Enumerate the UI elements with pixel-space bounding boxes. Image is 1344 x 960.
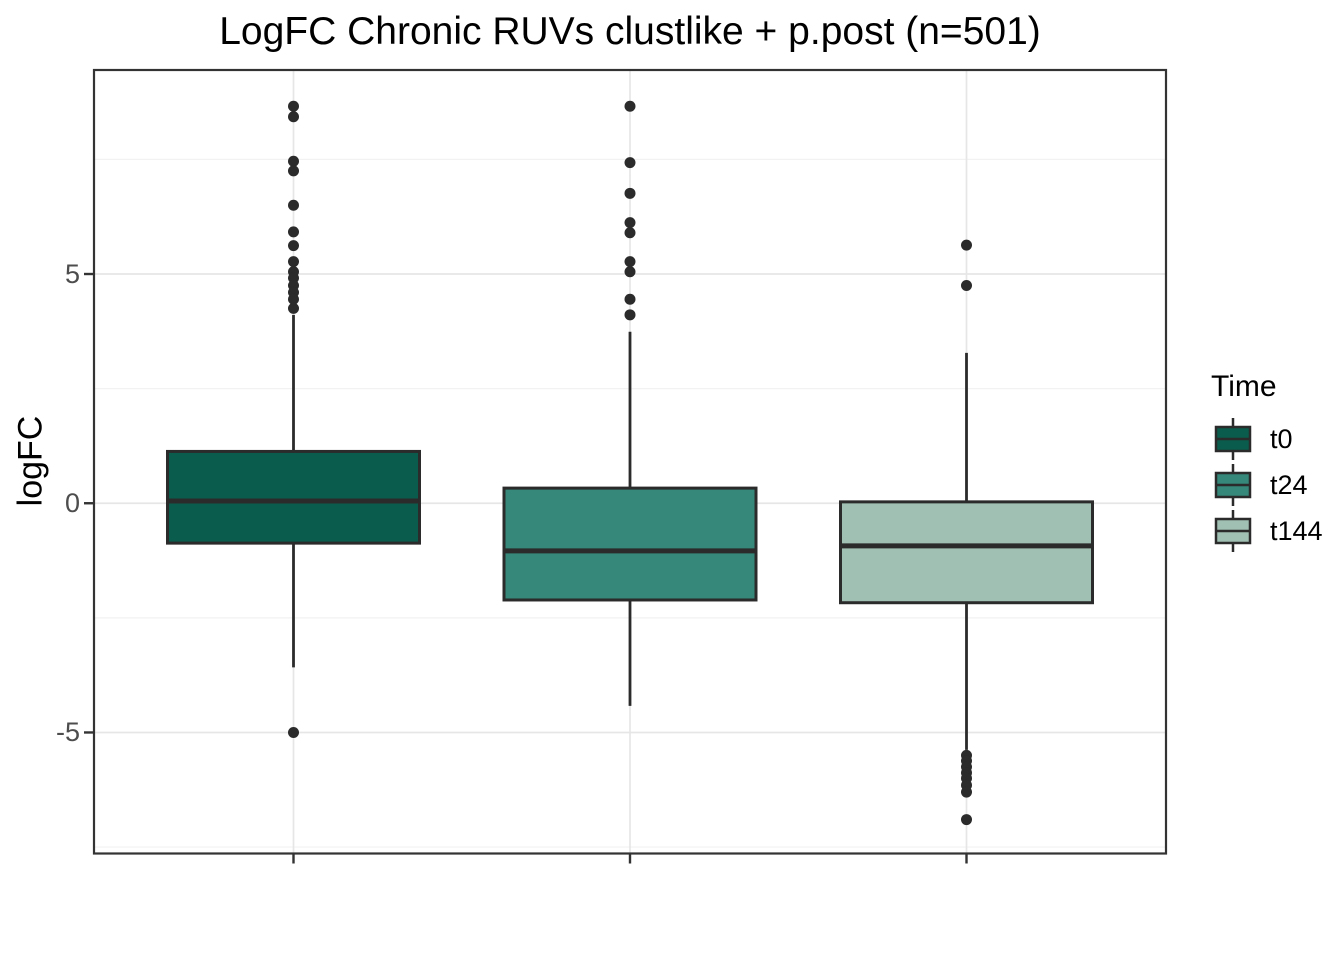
legend-title: Time	[1211, 370, 1277, 403]
outlier-point-t144	[961, 239, 972, 251]
outlier-point-t24	[624, 266, 636, 278]
outlier-point-t0	[288, 100, 299, 112]
outlier-point-t0	[288, 199, 299, 211]
outlier-point-t144	[961, 814, 972, 826]
outlier-point-t24	[624, 100, 636, 112]
chart-title: LogFC Chronic RUVs clustlike + p.post (n…	[219, 10, 1041, 53]
outlier-point-t144	[961, 279, 972, 291]
y-tick-label--5: -5	[55, 716, 80, 747]
outlier-point-t0	[288, 111, 299, 123]
outlier-point-t0	[288, 302, 299, 314]
legend-label-t144: t144	[1270, 515, 1323, 546]
outlier-point-t24	[624, 309, 636, 321]
outlier-point-t24	[624, 187, 636, 199]
outlier-point-t0	[288, 256, 299, 268]
box-t24	[502, 486, 758, 602]
outlier-point-t0	[288, 165, 299, 177]
outlier-point-t24	[624, 293, 636, 305]
boxplot-key-icon	[1214, 510, 1252, 552]
legend-item-t0: t0	[1211, 416, 1323, 462]
outlier-point-t24	[624, 227, 636, 239]
boxplot-key-icon	[1214, 418, 1252, 460]
legend-label-t24: t24	[1270, 469, 1308, 500]
outlier-point-t0	[288, 293, 299, 305]
outlier-point-t0	[288, 726, 299, 738]
y-tick-label-5: 5	[64, 258, 80, 289]
box-t144	[839, 500, 1094, 605]
outlier-point-t144	[961, 786, 972, 798]
outlier-point-t24	[624, 256, 636, 268]
y-tick-label-0: 0	[64, 487, 80, 518]
legend-label-t0: t0	[1270, 423, 1293, 454]
box-t0	[166, 449, 421, 545]
outlier-point-t24	[624, 157, 636, 169]
outlier-point-t0	[288, 155, 299, 167]
outlier-point-t0	[288, 240, 299, 252]
outlier-point-t24	[624, 217, 636, 229]
legend-item-t144: t144	[1211, 508, 1323, 554]
legend: Time t0 t24	[1211, 370, 1323, 554]
outlier-point-t0	[288, 226, 299, 238]
boxplot-key-icon	[1214, 464, 1252, 506]
legend-item-t24: t24	[1211, 462, 1323, 508]
